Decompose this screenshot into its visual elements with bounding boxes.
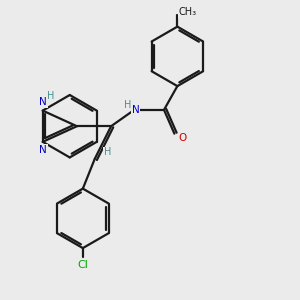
Text: H: H xyxy=(124,100,131,110)
Text: Cl: Cl xyxy=(77,260,88,270)
Text: N: N xyxy=(39,145,47,155)
Text: H: H xyxy=(47,92,55,101)
Text: N: N xyxy=(39,97,47,107)
Text: O: O xyxy=(178,133,187,143)
Text: CH₃: CH₃ xyxy=(179,7,197,17)
Text: H: H xyxy=(103,147,111,158)
Text: N: N xyxy=(132,105,140,115)
